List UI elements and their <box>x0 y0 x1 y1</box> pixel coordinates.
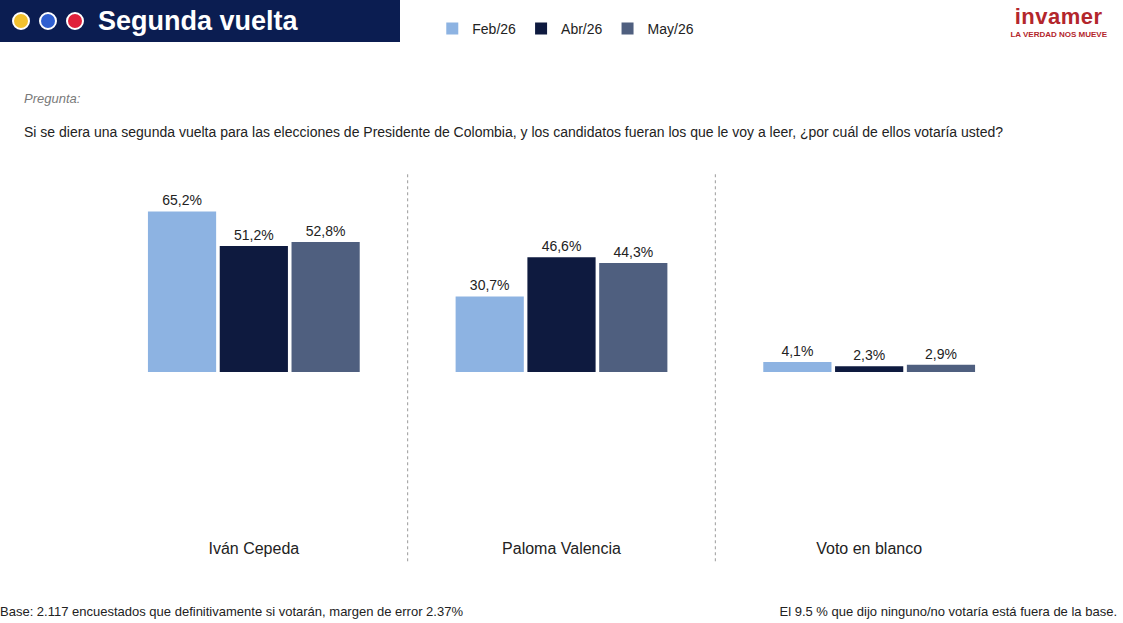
svg-text:4,1%: 4,1% <box>781 343 813 359</box>
svg-text:51,2%: 51,2% <box>234 227 274 243</box>
svg-text:Abr/26: Abr/26 <box>561 21 602 37</box>
html-text:Segunda vuelta: Segunda vuelta <box>98 5 298 36</box>
svg-text:46,6%: 46,6% <box>542 238 582 254</box>
svg-text:Paloma Valencia: Paloma Valencia <box>502 540 621 557</box>
html-text:Si se diera una segunda vuelta: Si se diera una segunda vuelta para las … <box>24 124 1003 140</box>
svg-text:Feb/26: Feb/26 <box>472 21 516 37</box>
html-text:Base: 2.117 encuestados que de: Base: 2.117 encuestados que definitivame… <box>0 604 463 619</box>
svg-text:44,3%: 44,3% <box>613 244 653 260</box>
svg-text:65,2%: 65,2% <box>162 192 202 208</box>
svg-text:Voto en blanco: Voto en blanco <box>816 540 922 557</box>
svg-text:May/26: May/26 <box>648 21 694 37</box>
html-text:El 9.5 % que dijo ninguno/no v: El 9.5 % que dijo ninguno/no votaría est… <box>779 604 1117 619</box>
svg-text:2,3%: 2,3% <box>853 347 885 363</box>
svg-text:30,7%: 30,7% <box>470 277 510 293</box>
svg-text:2,9%: 2,9% <box>925 346 957 362</box>
svg-text:52,8%: 52,8% <box>306 223 346 239</box>
html-text:invamer: invamer <box>1014 4 1103 29</box>
svg-text:Iván Cepeda: Iván Cepeda <box>208 540 299 557</box>
html-text:LA VERDAD NOS MUEVE: LA VERDAD NOS MUEVE <box>1010 30 1107 39</box>
html-text:Pregunta:: Pregunta: <box>24 91 81 106</box>
